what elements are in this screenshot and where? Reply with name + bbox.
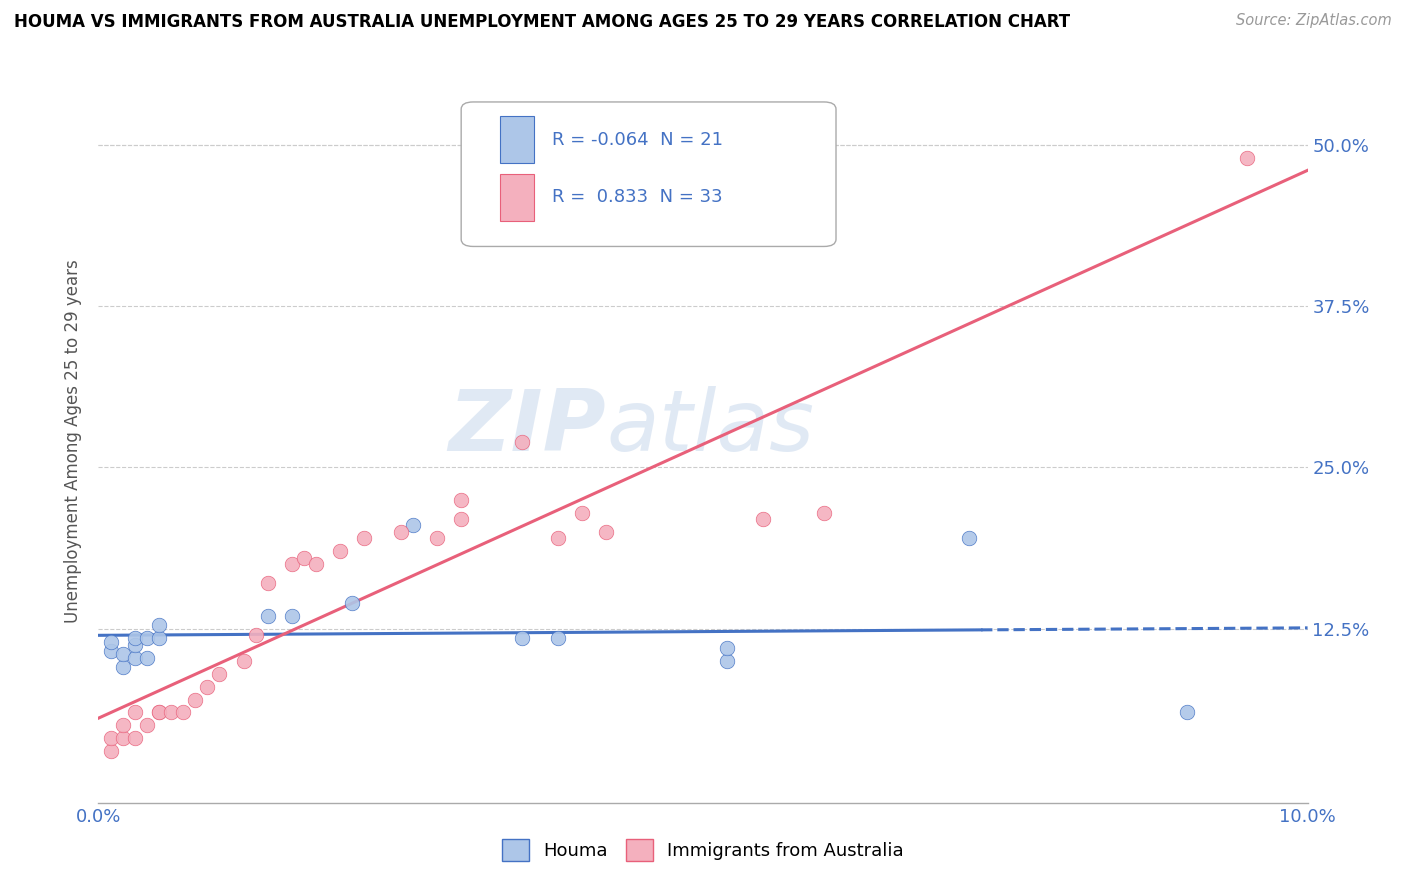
- Point: [245, 628, 267, 642]
- FancyBboxPatch shape: [501, 117, 534, 163]
- Point: [148, 631, 170, 645]
- FancyBboxPatch shape: [461, 102, 837, 246]
- Point: [716, 654, 738, 668]
- Point: [353, 531, 375, 545]
- Point: [135, 651, 157, 665]
- Point: [160, 706, 183, 720]
- Point: [571, 506, 593, 520]
- Point: [450, 512, 472, 526]
- Point: [148, 706, 170, 720]
- Point: [305, 557, 328, 571]
- Point: [135, 631, 157, 645]
- Point: [716, 640, 738, 655]
- Point: [195, 680, 218, 694]
- Point: [510, 434, 533, 449]
- Text: HOUMA VS IMMIGRANTS FROM AUSTRALIA UNEMPLOYMENT AMONG AGES 25 TO 29 YEARS CORREL: HOUMA VS IMMIGRANTS FROM AUSTRALIA UNEMP…: [14, 13, 1070, 31]
- Point: [124, 731, 146, 746]
- Point: [111, 718, 134, 732]
- Text: Source: ZipAtlas.com: Source: ZipAtlas.com: [1236, 13, 1392, 29]
- Point: [426, 531, 449, 545]
- Point: [281, 608, 304, 623]
- Point: [124, 651, 146, 665]
- Point: [510, 631, 533, 645]
- Text: R = -0.064  N = 21: R = -0.064 N = 21: [551, 130, 723, 149]
- Point: [100, 634, 122, 648]
- Point: [111, 660, 134, 674]
- Point: [148, 617, 170, 632]
- Point: [111, 648, 134, 662]
- Point: [100, 643, 122, 657]
- Point: [547, 531, 569, 545]
- Point: [100, 744, 122, 758]
- Point: [256, 608, 278, 623]
- Point: [281, 557, 304, 571]
- Point: [329, 544, 352, 558]
- Point: [124, 706, 146, 720]
- Point: [172, 706, 194, 720]
- Point: [135, 718, 157, 732]
- Point: [957, 531, 980, 545]
- Point: [292, 550, 315, 565]
- Y-axis label: Unemployment Among Ages 25 to 29 years: Unemployment Among Ages 25 to 29 years: [65, 260, 83, 624]
- Point: [595, 524, 617, 539]
- Point: [402, 518, 425, 533]
- Point: [1175, 706, 1198, 720]
- Point: [148, 706, 170, 720]
- Text: atlas: atlas: [606, 385, 814, 468]
- Point: [111, 731, 134, 746]
- Point: [208, 666, 231, 681]
- Point: [184, 692, 207, 706]
- Point: [232, 654, 254, 668]
- Point: [124, 631, 146, 645]
- Point: [389, 524, 412, 539]
- Point: [342, 596, 364, 610]
- Point: [752, 512, 775, 526]
- Legend: Houma, Immigrants from Australia: Houma, Immigrants from Australia: [495, 831, 911, 868]
- Text: R =  0.833  N = 33: R = 0.833 N = 33: [551, 188, 723, 206]
- Point: [1236, 151, 1258, 165]
- FancyBboxPatch shape: [501, 174, 534, 221]
- Point: [100, 731, 122, 746]
- Point: [124, 639, 146, 653]
- Point: [547, 631, 569, 645]
- Point: [450, 492, 472, 507]
- Point: [813, 506, 835, 520]
- Point: [256, 576, 278, 591]
- Text: ZIP: ZIP: [449, 385, 606, 468]
